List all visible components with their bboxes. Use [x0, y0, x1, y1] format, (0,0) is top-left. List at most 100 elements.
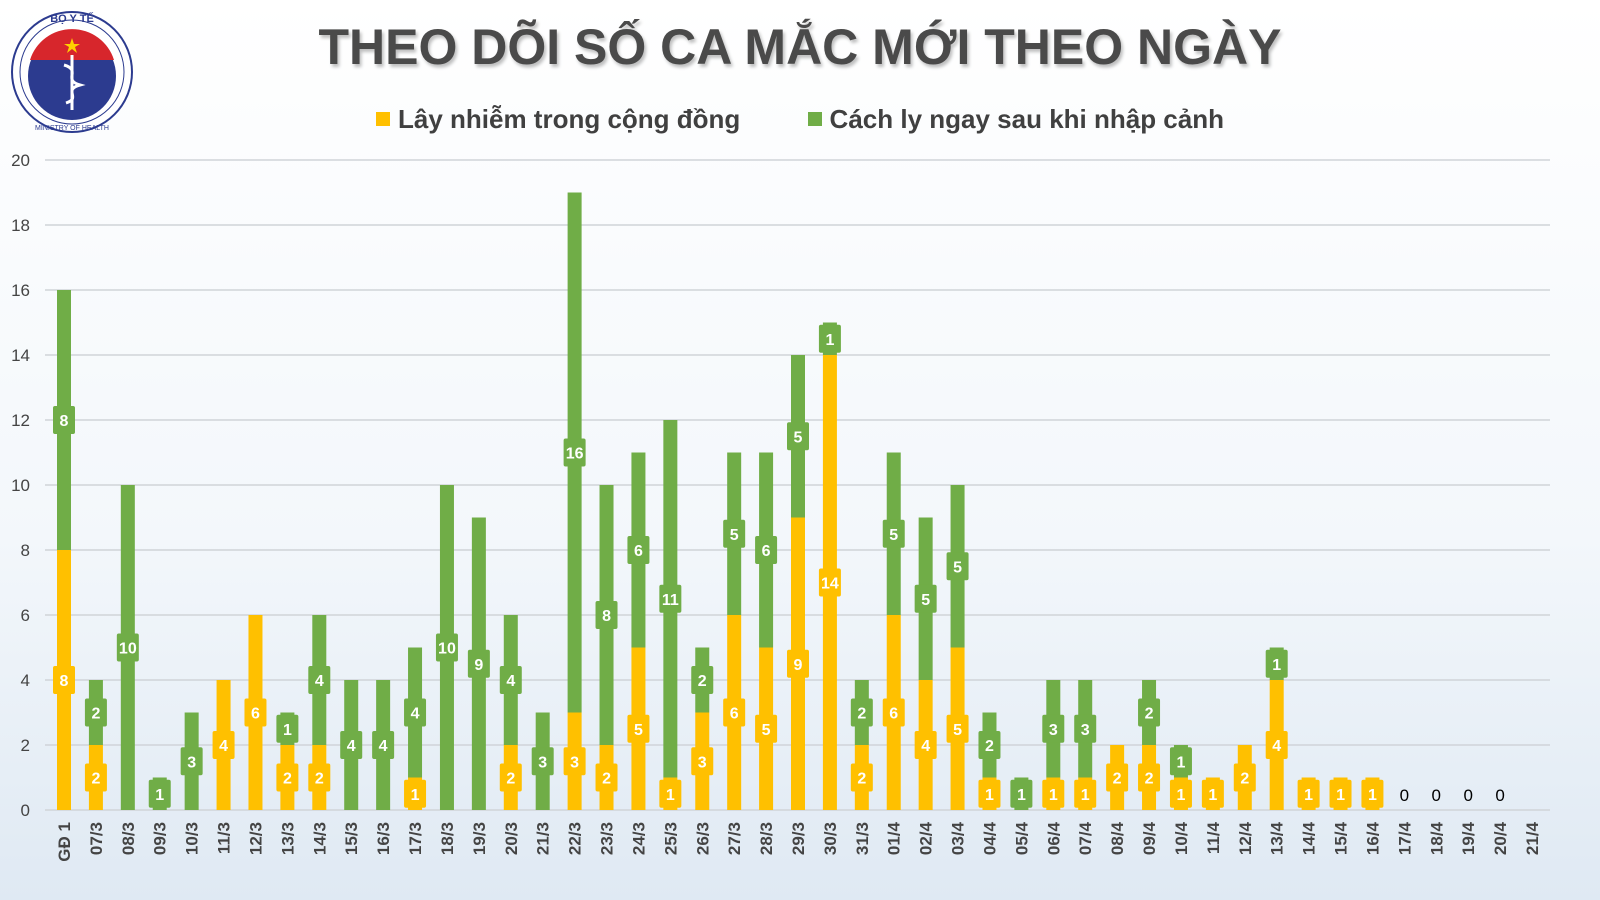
- data-label-box: [1265, 731, 1288, 759]
- data-label-box: [787, 649, 809, 678]
- data-label: 2: [1240, 771, 1249, 788]
- data-label: 1: [825, 332, 834, 349]
- x-tick-label: 13/3: [278, 822, 297, 855]
- data-label-zero: 0: [1432, 786, 1441, 805]
- data-label: 8: [60, 673, 69, 690]
- data-label: 5: [730, 527, 739, 544]
- data-label: 3: [1049, 722, 1058, 739]
- data-label-box: [404, 779, 427, 808]
- data-label-box: [53, 406, 75, 434]
- x-tick-label: 02/4: [917, 821, 936, 855]
- data-label: 1: [1368, 787, 1377, 804]
- x-tick-label: 12/4: [1236, 821, 1255, 855]
- x-tick-label: 09/3: [151, 822, 170, 855]
- data-label-box: [1169, 779, 1192, 808]
- data-label-box: [404, 698, 427, 727]
- x-tick-label: 16/3: [374, 822, 393, 855]
- data-label: 8: [60, 413, 69, 430]
- data-label-box: [84, 763, 107, 792]
- x-tick-label: 04/4: [980, 821, 999, 855]
- data-label-box: [308, 666, 331, 694]
- x-tick-label: 07/4: [1076, 821, 1095, 855]
- x-tick-label: 05/4: [1012, 821, 1031, 855]
- x-tick-label: 19/4: [1459, 821, 1478, 855]
- data-label-box: [787, 422, 809, 451]
- y-tick-label: 18: [11, 216, 30, 235]
- data-label-box: [53, 666, 75, 694]
- x-tick-label: 11/4: [1204, 821, 1223, 854]
- x-tick-label: 16/4: [1363, 821, 1382, 855]
- data-label-box: [627, 714, 650, 743]
- data-label-box: [723, 519, 746, 548]
- y-tick-label: 14: [11, 346, 30, 365]
- x-tick-label: 11/3: [215, 822, 234, 854]
- data-label: 1: [1177, 754, 1186, 771]
- data-label: 2: [985, 738, 994, 755]
- data-label: 4: [506, 673, 515, 690]
- data-label-box: [84, 698, 107, 727]
- data-label-box: [276, 763, 299, 792]
- data-label: 1: [1336, 787, 1345, 804]
- x-tick-label: 17/3: [406, 822, 425, 855]
- data-label: 1: [1208, 787, 1217, 804]
- y-tick-label: 2: [21, 736, 30, 755]
- data-label: 3: [570, 754, 579, 771]
- x-tick-label: 03/4: [949, 821, 968, 855]
- x-tick-label: 15/3: [342, 822, 361, 855]
- data-label-box: [212, 731, 235, 759]
- data-label-zero: 0: [1495, 786, 1504, 805]
- data-label: 6: [730, 706, 739, 723]
- data-label: 5: [889, 527, 898, 544]
- data-label-box: [755, 536, 778, 564]
- data-label: 2: [506, 771, 515, 788]
- x-tick-label: 18/4: [1427, 821, 1446, 855]
- x-tick-label: 31/3: [853, 822, 872, 855]
- data-label-box: [1010, 779, 1033, 808]
- data-label: 2: [1113, 771, 1122, 788]
- data-label-box: [1106, 763, 1129, 792]
- data-label: 6: [251, 706, 260, 723]
- svg-text:BỘ Y TẾ: BỘ Y TẾ: [50, 12, 94, 25]
- data-label: 11: [662, 592, 679, 609]
- data-label-box: [180, 747, 203, 776]
- data-label: 9: [474, 657, 483, 674]
- data-label-box: [946, 714, 969, 743]
- data-label-box: [882, 519, 905, 548]
- data-label: 9: [794, 657, 803, 674]
- data-label-box: [914, 584, 937, 613]
- data-label-box: [1329, 779, 1352, 808]
- x-tick-label: 19/3: [470, 822, 489, 855]
- data-label-box: [467, 649, 490, 678]
- data-label: 5: [921, 592, 930, 609]
- x-tick-label: 29/3: [789, 822, 808, 855]
- legend-swatch-quarantine: [807, 112, 822, 126]
- data-label: 2: [1145, 771, 1154, 788]
- data-label-box: [882, 698, 905, 727]
- data-label-box: [1042, 714, 1065, 743]
- x-tick-label: 21/3: [534, 822, 553, 855]
- data-label-box: [978, 779, 1001, 808]
- data-label-box: [1297, 779, 1320, 808]
- x-tick-label: 08/4: [1108, 821, 1127, 855]
- x-tick-label: 20/3: [502, 822, 521, 855]
- x-tick-label: 13/4: [1268, 821, 1287, 855]
- data-label-zero: 0: [1463, 786, 1472, 805]
- data-label: 1: [1049, 787, 1058, 804]
- data-label-box: [818, 568, 841, 597]
- data-label: 4: [347, 738, 356, 755]
- svg-text:MINISTRY OF HEALTH: MINISTRY OF HEALTH: [35, 125, 109, 132]
- y-tick-label: 10: [11, 476, 30, 495]
- data-label: 4: [411, 706, 420, 723]
- data-label-box: [659, 584, 682, 613]
- data-label-box: [978, 731, 1001, 759]
- x-tick-label: 24/3: [629, 822, 648, 855]
- data-label: 2: [315, 771, 324, 788]
- data-label-box: [372, 731, 395, 759]
- data-label: 5: [794, 429, 803, 446]
- data-label: 6: [634, 543, 643, 560]
- data-label-box: [499, 666, 522, 694]
- data-label: 3: [698, 754, 707, 771]
- data-label-box: [1233, 763, 1256, 792]
- data-label-box: [755, 714, 778, 743]
